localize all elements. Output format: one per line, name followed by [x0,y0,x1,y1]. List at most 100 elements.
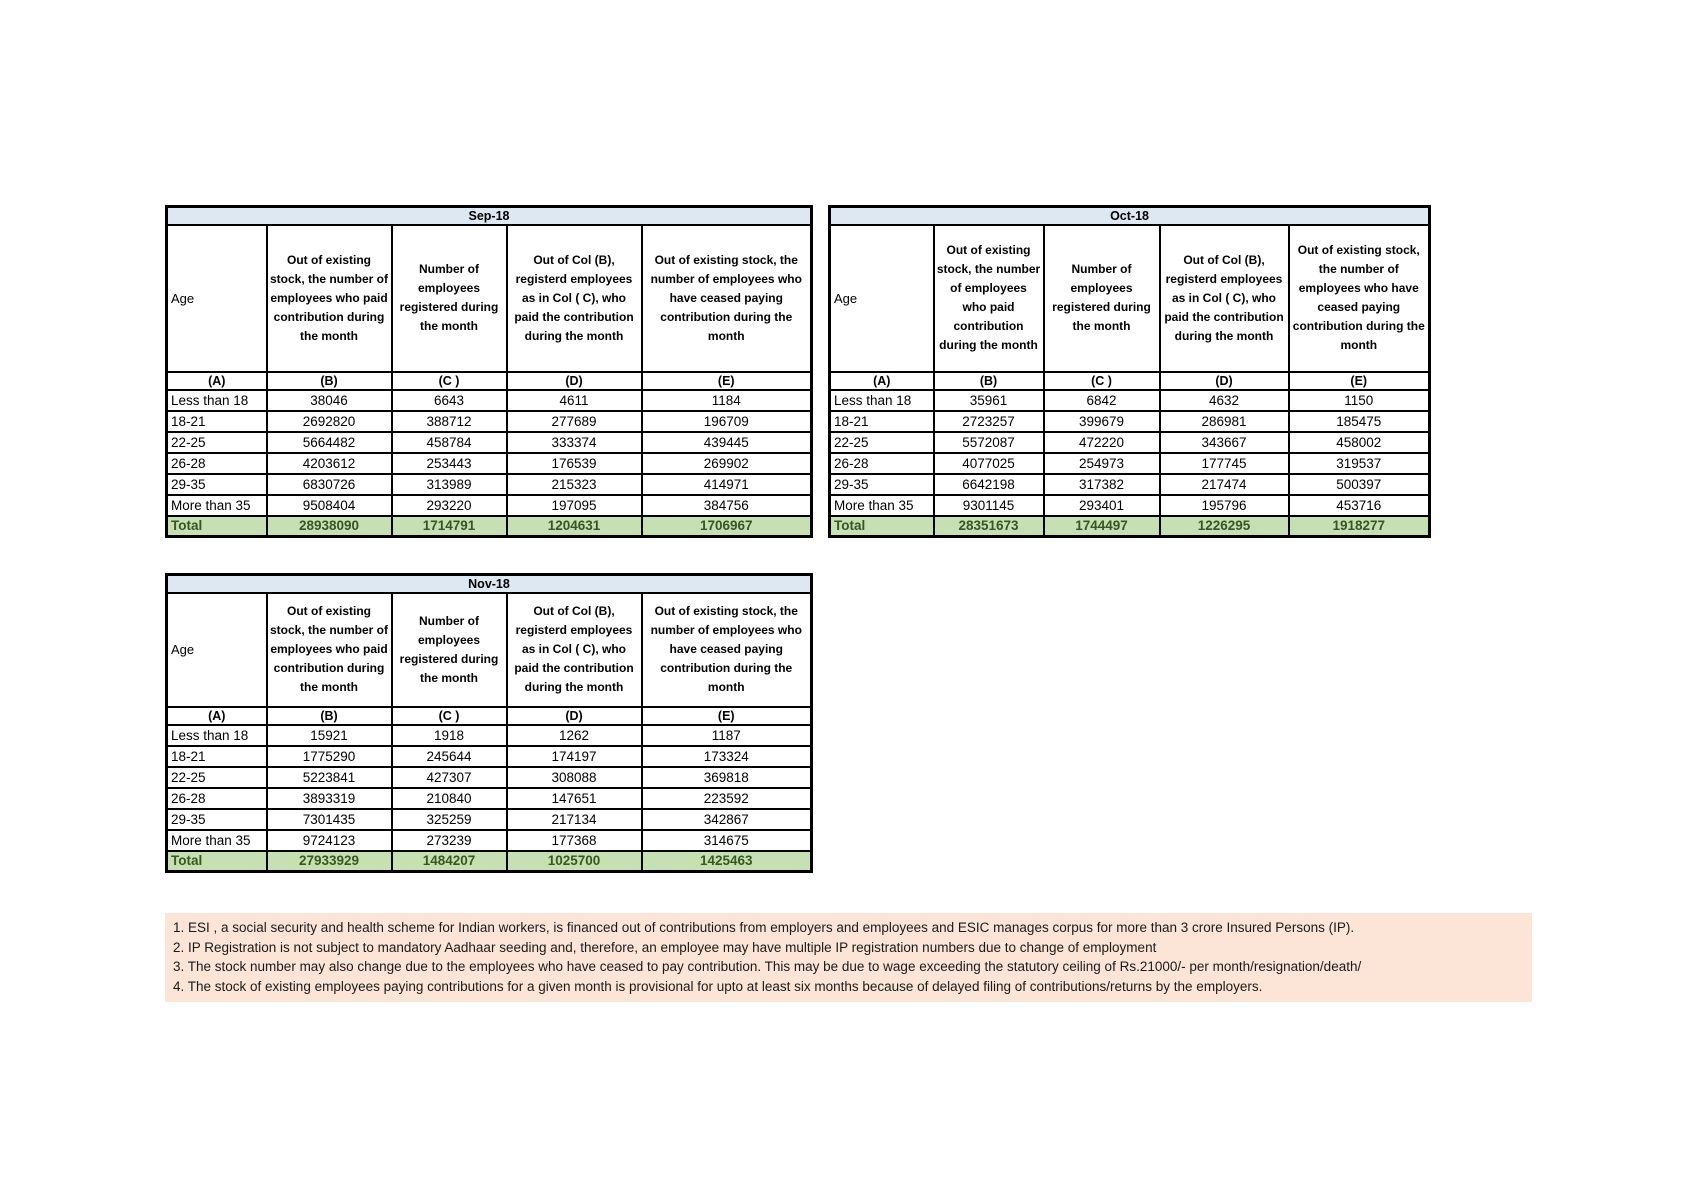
value-cell: 185475 [1287,409,1431,433]
age-group-label: Less than 18 [165,388,268,412]
table-row: 22-25 5664482 458784 333374 439445 [165,430,813,454]
col-header-d: Out of Col (B), registerd employees as i… [505,591,643,708]
col-header-e: Out of existing stock, the number of emp… [640,223,813,373]
value-cell: 7301435 [265,807,393,831]
table-row: 18-21 2723257 399679 286981 185475 [828,409,1431,433]
age-group-label: 26-28 [165,451,268,475]
table-row: Less than 18 35961 6842 4632 1150 [828,388,1431,412]
table-row: More than 35 9301145 293401 195796 453716 [828,493,1431,517]
value-cell: 197095 [505,493,643,517]
table-row: Less than 18 38046 6643 4611 1184 [165,388,813,412]
value-cell: 28351673 [932,514,1045,538]
value-cell: 1775290 [265,744,393,768]
value-cell: 1484207 [390,849,508,873]
age-group-label: 18-21 [165,744,268,768]
col-letter-d: (D) [505,370,643,391]
col-header-age: Age [165,591,268,708]
value-cell: 6842 [1042,388,1161,412]
col-header-e: Out of existing stock, the number of emp… [1287,223,1431,373]
col-header-d: Out of Col (B), registerd employees as i… [1158,223,1290,373]
value-cell: 215323 [505,472,643,496]
col-letter-a: (A) [165,370,268,391]
value-cell: 6643 [390,388,508,412]
month-title: Nov-18 [165,573,813,594]
value-cell: 38046 [265,388,393,412]
total-label: Total [165,514,268,538]
footnote-4: 4. The stock of existing employees payin… [173,978,1263,994]
col-letter-c: (C ) [390,705,508,726]
col-letter-d: (D) [505,705,643,726]
sep-18-table: Sep-18 Age Out of existing stock, the nu… [165,205,814,538]
table-row: More than 35 9508404 293220 197095 384756 [165,493,813,517]
value-cell: 286981 [1158,409,1290,433]
value-cell: 1744497 [1042,514,1161,538]
col-letter-b: (B) [932,370,1045,391]
month-header-row: Oct-18 [828,205,1431,226]
age-group-label: Less than 18 [165,723,268,747]
value-cell: 254973 [1042,451,1161,475]
age-group-label: 18-21 [165,409,268,433]
value-cell: 176539 [505,451,643,475]
value-cell: 27933929 [265,849,393,873]
value-cell: 5223841 [265,765,393,789]
value-cell: 472220 [1042,430,1161,454]
nov-18-table: Nov-18 Age Out of existing stock, the nu… [165,573,813,873]
value-cell: 210840 [390,786,508,810]
value-cell: 1262 [505,723,643,747]
value-cell: 500397 [1287,472,1431,496]
footnote-1: 1. ESI , a social security and health sc… [173,920,1355,935]
column-header-row: Age Out of existing stock, the number of… [165,591,813,708]
value-cell: 177745 [1158,451,1290,475]
col-letter-b: (B) [265,370,393,391]
value-cell: 6830726 [265,472,393,496]
col-letter-e: (E) [640,705,813,726]
value-cell: 196709 [640,409,813,433]
age-group-label: 22-25 [165,765,268,789]
value-cell: 1187 [640,723,813,747]
col-letter-a: (A) [828,370,935,391]
value-cell: 1025700 [505,849,643,873]
value-cell: 269902 [640,451,813,475]
table-row: 26-28 4077025 254973 177745 319537 [828,451,1431,475]
col-header-e: Out of existing stock, the number of emp… [640,591,813,708]
col-letter-d: (D) [1158,370,1290,391]
oct-18-table: Oct-18 Age Out of existing stock, the nu… [828,205,1432,538]
table-row: 29-35 6830726 313989 215323 414971 [165,472,813,496]
value-cell: 28938090 [265,514,393,538]
col-letter-b: (B) [265,705,393,726]
value-cell: 9724123 [265,828,393,852]
col-header-b: Out of existing stock, the number of emp… [932,223,1045,373]
value-cell: 2723257 [932,409,1045,433]
column-letter-row: (A) (B) (C ) (D) (E) [828,370,1431,391]
col-header-c: Number of employees registered during th… [390,591,508,708]
age-group-label: 29-35 [828,472,935,496]
value-cell: 293220 [390,493,508,517]
col-header-b: Out of existing stock, the number of emp… [265,591,393,708]
table-row: 26-28 4203612 253443 176539 269902 [165,451,813,475]
value-cell: 293401 [1042,493,1161,517]
value-cell: 245644 [390,744,508,768]
table-row: 29-35 6642198 317382 217474 500397 [828,472,1431,496]
total-row: Total 28938090 1714791 1204631 1706967 [165,514,813,538]
value-cell: 4077025 [932,451,1045,475]
value-cell: 414971 [640,472,813,496]
table-row: 29-35 7301435 325259 217134 342867 [165,807,813,831]
age-group-label: 22-25 [165,430,268,454]
total-row: Total 27933929 1484207 1025700 1425463 [165,849,813,873]
value-cell: 217474 [1158,472,1290,496]
col-letter-c: (C ) [1042,370,1161,391]
column-letter-row: (A) (B) (C ) (D) (E) [165,370,813,391]
value-cell: 15921 [265,723,393,747]
table-row: 22-25 5223841 427307 308088 369818 [165,765,813,789]
age-group-label: Less than 18 [828,388,935,412]
age-group-label: 18-21 [828,409,935,433]
month-title: Oct-18 [828,205,1431,226]
value-cell: 177368 [505,828,643,852]
value-cell: 1714791 [390,514,508,538]
value-cell: 1918 [390,723,508,747]
value-cell: 9508404 [265,493,393,517]
value-cell: 6642198 [932,472,1045,496]
age-group-label: 26-28 [165,786,268,810]
column-letter-row: (A) (B) (C ) (D) (E) [165,705,813,726]
